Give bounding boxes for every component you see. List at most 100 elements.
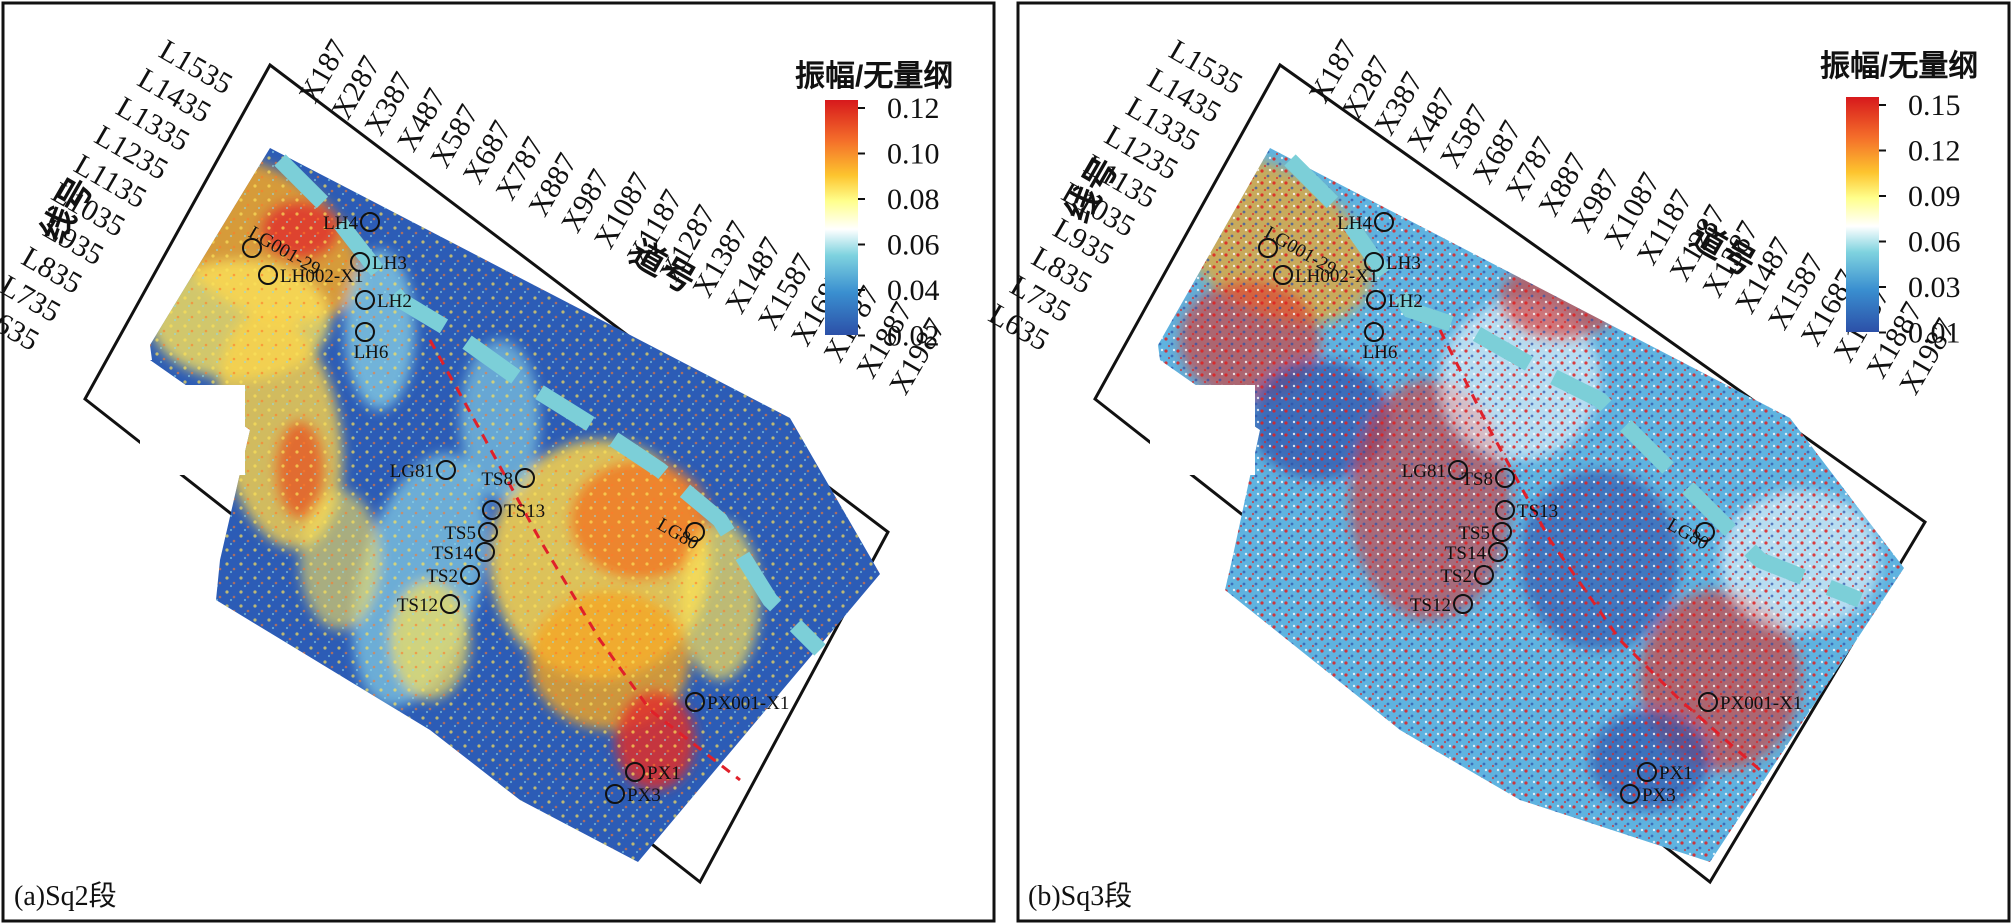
well-label: TS5 bbox=[444, 523, 476, 544]
panel-caption: (a)Sq2段 bbox=[14, 880, 117, 912]
well-marker: LH002-X1 bbox=[258, 265, 363, 287]
well-circle bbox=[360, 212, 380, 232]
legend-tick-label: 0.08 bbox=[887, 183, 940, 216]
well-marker: TS2 bbox=[1440, 565, 1494, 587]
well-marker: LH3 bbox=[350, 252, 407, 274]
legend-tick-label: 0.02 bbox=[887, 320, 940, 353]
panel-a: 线号 道号 L1535L1435L1335L1235L1135L1035L935… bbox=[0, 33, 953, 912]
panel-caption: (b)Sq3段 bbox=[1028, 880, 1132, 912]
well-label: PX001-X1 bbox=[1720, 693, 1802, 714]
well-label: PX1 bbox=[647, 763, 681, 784]
well-marker: TS5 bbox=[444, 522, 498, 544]
well-marker: TS14 bbox=[1445, 542, 1508, 564]
legend-tick-label: 0.06 bbox=[887, 229, 940, 262]
well-label: TS5 bbox=[1458, 523, 1490, 544]
colorbar bbox=[1846, 97, 1879, 332]
well-circle bbox=[515, 468, 535, 488]
well-label: TS13 bbox=[504, 501, 545, 522]
well-circle bbox=[605, 784, 625, 804]
legend-tick-label: 0.09 bbox=[1908, 180, 1961, 213]
well-marker: TS5 bbox=[1458, 522, 1512, 544]
well-marker: PX001-X1 bbox=[1698, 692, 1802, 714]
well-label: LH3 bbox=[1386, 253, 1421, 274]
well-circle bbox=[350, 252, 370, 272]
well-circle bbox=[1488, 542, 1508, 562]
well-circle bbox=[685, 522, 705, 542]
well-circle bbox=[460, 565, 480, 585]
line-labels: L1535L1435L1335L1235L1135L1035L935L835L7… bbox=[983, 33, 1248, 357]
well-circle bbox=[1366, 290, 1386, 310]
well-label: PX3 bbox=[1642, 785, 1676, 806]
well-marker: TS13 bbox=[1495, 500, 1558, 522]
well-label: TS2 bbox=[1440, 566, 1472, 587]
well-label: PX3 bbox=[627, 785, 661, 806]
well-marker: PX3 bbox=[605, 784, 661, 806]
well-marker: LH4 bbox=[323, 212, 380, 234]
well-circle bbox=[1448, 460, 1468, 480]
well-circle bbox=[1453, 594, 1473, 614]
well-label: LH4 bbox=[323, 213, 358, 234]
well-marker: LH2 bbox=[1366, 290, 1423, 312]
well-label: LH3 bbox=[372, 253, 407, 274]
well-circle bbox=[436, 460, 456, 480]
well-circle bbox=[478, 522, 498, 542]
well-marker: PX3 bbox=[1620, 784, 1676, 806]
well-marker: PX1 bbox=[1637, 762, 1693, 784]
well-label: TS8 bbox=[1461, 469, 1493, 490]
legend-tick-label: 0.12 bbox=[887, 92, 940, 125]
map-notch bbox=[140, 385, 245, 475]
fault-line bbox=[1438, 329, 1761, 772]
well-circle bbox=[1273, 265, 1293, 285]
well-circle bbox=[440, 594, 460, 614]
well-label: TS13 bbox=[1517, 501, 1558, 522]
well-circle bbox=[1495, 468, 1515, 488]
well-marker: TS8 bbox=[1461, 468, 1515, 490]
well-label: LG81 bbox=[390, 461, 434, 482]
well-label: LH2 bbox=[1388, 291, 1423, 312]
well-label: LG81 bbox=[1402, 461, 1446, 482]
well-circle bbox=[355, 322, 375, 342]
well-label: TS12 bbox=[397, 595, 438, 616]
well-marker: TS13 bbox=[482, 500, 545, 522]
legend-tick-label: 0.12 bbox=[1908, 135, 1961, 168]
well-label: LH2 bbox=[377, 291, 412, 312]
well-circle bbox=[685, 692, 705, 712]
well-marker: LG81 bbox=[1402, 460, 1468, 482]
well-label: LH002-X1 bbox=[280, 266, 363, 287]
well-marker: LH2 bbox=[355, 290, 412, 312]
legend-tick-label: 0.04 bbox=[887, 274, 940, 307]
well-circle bbox=[1620, 784, 1640, 804]
well-marker: LH002-X1 bbox=[1273, 265, 1378, 287]
well-circle bbox=[1364, 322, 1384, 342]
well-label: PX1 bbox=[1659, 763, 1693, 784]
well-circle bbox=[355, 290, 375, 310]
legend-ticks: 0.15 0.12 0.09 0.06 0.03 0.01 bbox=[1879, 89, 1961, 350]
well-circle bbox=[1364, 252, 1384, 272]
channel-band bbox=[1284, 154, 1863, 608]
well-marker: TS12 bbox=[397, 594, 460, 616]
legend-title: 振幅/无量纲 bbox=[1820, 49, 1978, 83]
well-circle bbox=[1474, 565, 1494, 585]
well-label: TS14 bbox=[432, 543, 474, 564]
well-marker: LH6 bbox=[1363, 322, 1397, 363]
well-label: TS14 bbox=[1445, 543, 1487, 564]
well-circle bbox=[258, 265, 278, 285]
well-marker: LG81 bbox=[390, 460, 456, 482]
well-label: LH002-X1 bbox=[1295, 266, 1378, 287]
well-marker: TS12 bbox=[1410, 594, 1473, 616]
legend-ticks: 0.12 0.10 0.08 0.06 0.04 0.02 bbox=[858, 92, 940, 353]
well-marker: LH6 bbox=[354, 322, 388, 363]
well-label: TS12 bbox=[1410, 595, 1451, 616]
colorbar bbox=[825, 100, 858, 335]
well-label: LH4 bbox=[1337, 213, 1372, 234]
well-marker: PX1 bbox=[625, 762, 681, 784]
legend-title: 振幅/无量纲 bbox=[795, 59, 953, 93]
legend-tick-label: 0.01 bbox=[1908, 317, 1961, 350]
map-notch bbox=[1150, 385, 1255, 475]
well-circle bbox=[1374, 212, 1394, 232]
well-marker: TS14 bbox=[432, 542, 495, 564]
well-marker: TS2 bbox=[426, 565, 480, 587]
well-label: TS2 bbox=[426, 566, 458, 587]
well-circle bbox=[625, 762, 645, 782]
